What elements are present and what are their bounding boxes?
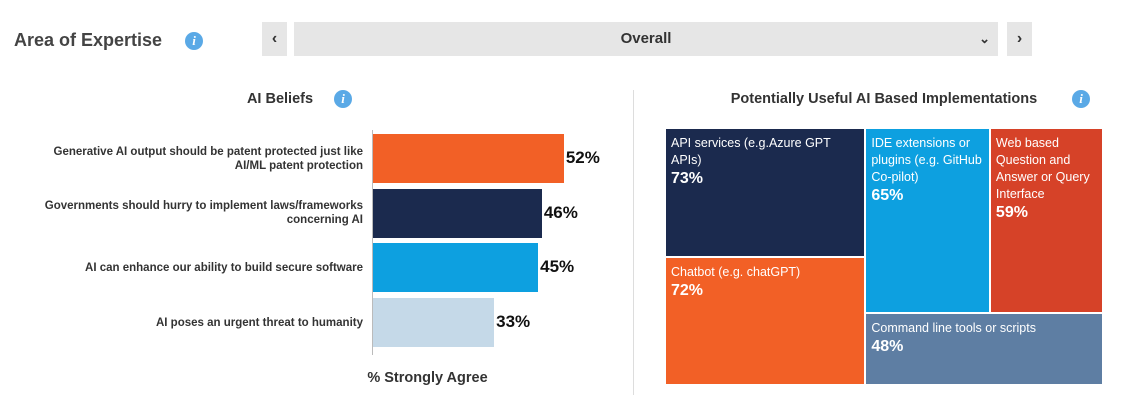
- treemap-cell: Web based Question and Answer or Query I…: [989, 128, 1103, 314]
- value-label: 59%: [995, 204, 1028, 221]
- chevron: ⌄: [979, 31, 990, 46]
- treemap-cell: IDE extensions or plugins (e.g. GitHub C…: [865, 128, 990, 314]
- info-icon[interactable]: i: [334, 90, 352, 108]
- treemap-cell: API services (e.g.Azure GPT APIs) 73%: [665, 128, 866, 258]
- axis-line: [372, 130, 373, 355]
- cell-label: IDE extensions or plugins (e.g. GitHub C…: [871, 136, 982, 184]
- value-label: 46%: [543, 202, 578, 222]
- bar: [373, 243, 539, 293]
- category-label: AI poses an urgent threat to humanity: [155, 316, 363, 329]
- info-icon[interactable]: i: [185, 32, 203, 50]
- treemap-cell: Command line tools or scripts 48%: [865, 313, 1103, 385]
- chart-title: AI Beliefs: [246, 91, 314, 107]
- category-label: Governments should hurry to implement la…: [44, 200, 363, 227]
- selector[interactable]: Overall ⌄: [294, 22, 998, 56]
- prev-button[interactable]: ‹: [262, 22, 287, 56]
- value-label: 33%: [496, 312, 531, 332]
- value-label: 65%: [871, 187, 904, 204]
- value-label: 52%: [565, 148, 600, 167]
- cell-label: Chatbot (e.g. chatGPT): [671, 265, 801, 280]
- cell-label: Command line tools or scripts: [871, 321, 1036, 336]
- page-title: Area of Expertise: [14, 30, 163, 50]
- divider: [633, 90, 634, 395]
- bar: [373, 298, 495, 348]
- value-label: 48%: [871, 338, 904, 356]
- treemap-cell: Chatbot (e.g. chatGPT) 72%: [665, 257, 866, 385]
- category-label: Generative AI output should be patent pr…: [53, 145, 363, 172]
- x-axis-label: % Strongly Agree: [367, 370, 488, 386]
- next-button[interactable]: ›: [1007, 22, 1032, 56]
- value-label: 45%: [540, 257, 575, 277]
- bar: [373, 134, 564, 183]
- bar: [373, 188, 542, 238]
- chart-title: Potentially Useful AI Based Implementati…: [730, 91, 1038, 107]
- cell-label: API services (e.g.Azure GPT APIs): [671, 136, 831, 167]
- selector-value: Overall: [620, 30, 672, 47]
- cell-label: Web based Question and Answer or Query I…: [995, 136, 1090, 201]
- category-label: AI can enhance our ability to build secu…: [85, 261, 363, 274]
- value-label: 72%: [671, 282, 704, 300]
- value-label: 73%: [671, 170, 704, 187]
- info-icon[interactable]: i: [1072, 90, 1090, 108]
